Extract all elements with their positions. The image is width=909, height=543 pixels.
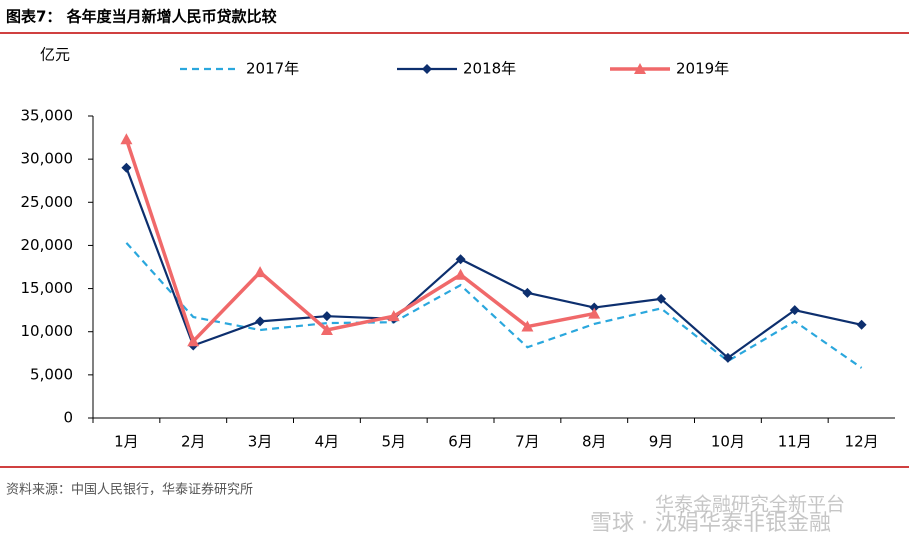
series-line bbox=[125, 242, 863, 369]
y-tick-label: 25,000 bbox=[21, 193, 74, 211]
x-tick-label: 8月 bbox=[582, 433, 607, 451]
data-point bbox=[387, 310, 400, 322]
x-tick-label: 4月 bbox=[315, 433, 340, 451]
x-tick-label: 9月 bbox=[649, 433, 674, 451]
legend-marker bbox=[634, 63, 646, 74]
data-point bbox=[588, 307, 601, 319]
data-point bbox=[120, 133, 133, 145]
data-point bbox=[789, 305, 800, 316]
legend-label: 2018年 bbox=[463, 60, 516, 78]
y-tick-label: 15,000 bbox=[21, 279, 74, 297]
data-point bbox=[254, 266, 267, 278]
data-point bbox=[454, 268, 467, 280]
data-point bbox=[856, 319, 867, 330]
x-tick-label: 1月 bbox=[114, 433, 139, 451]
data-point bbox=[455, 254, 466, 265]
x-tick-label: 6月 bbox=[448, 433, 473, 451]
data-point bbox=[255, 316, 266, 327]
x-tick-label: 12月 bbox=[845, 433, 879, 451]
data-point bbox=[521, 320, 534, 332]
y-tick-label: 30,000 bbox=[21, 150, 74, 168]
y-tick-label: 10,000 bbox=[21, 322, 74, 340]
y-tick-label: 0 bbox=[63, 409, 73, 427]
x-tick-label: 5月 bbox=[381, 433, 406, 451]
x-tick-label: 11月 bbox=[778, 433, 812, 451]
x-tick-label: 3月 bbox=[248, 433, 273, 451]
y-unit: 亿元 bbox=[40, 46, 70, 64]
series-line bbox=[125, 167, 862, 360]
x-tick-label: 2月 bbox=[181, 433, 206, 451]
data-point bbox=[320, 323, 333, 335]
legend-label: 2019年 bbox=[676, 60, 729, 78]
y-tick-label: 20,000 bbox=[21, 236, 74, 254]
legend-label: 2017年 bbox=[246, 60, 299, 78]
y-tick-label: 35,000 bbox=[21, 107, 74, 125]
data-point bbox=[121, 162, 132, 173]
chart-title: 图表7： 各年度当月新增人民币贷款比较 bbox=[6, 8, 277, 26]
data-point bbox=[321, 311, 332, 322]
watermark: 华泰金融研究全新平台 bbox=[655, 494, 845, 516]
watermark: 雪球 · 沈娟华泰非银金融 bbox=[590, 511, 831, 536]
data-point bbox=[187, 335, 200, 347]
data-point bbox=[722, 352, 733, 363]
x-tick-label: 7月 bbox=[515, 433, 540, 451]
y-tick-label: 5,000 bbox=[30, 365, 73, 383]
data-point bbox=[522, 287, 533, 298]
data-point bbox=[656, 293, 667, 304]
data-point bbox=[589, 302, 600, 313]
x-tick-label: 10月 bbox=[711, 433, 745, 451]
series-line bbox=[124, 138, 595, 345]
source: 资料来源：中国人民银行，华泰证券研究所 bbox=[6, 482, 253, 498]
legend-marker bbox=[422, 64, 432, 74]
